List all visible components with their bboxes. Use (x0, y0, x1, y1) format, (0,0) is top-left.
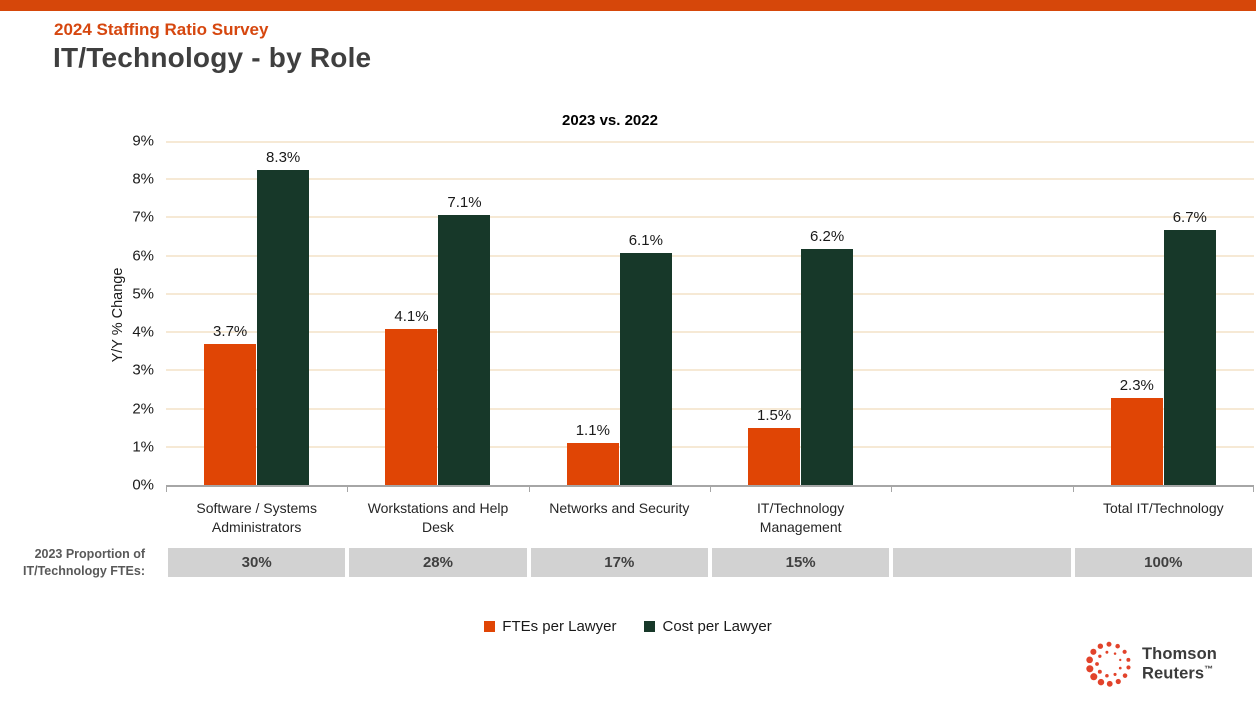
proportion-value-empty (893, 548, 1071, 577)
bar-ftes-per-lawyer: 1.5% (748, 407, 801, 485)
bar-cost-per-lawyer: 6.1% (619, 232, 672, 485)
proportion-value: 17% (530, 548, 708, 577)
category-slot-total-it-technology: 2.3% 6.7% (1073, 143, 1254, 485)
y-tick-label: 3% (132, 361, 154, 379)
chart-legend: FTEs per Lawyer Cost per Lawyer (0, 618, 1256, 635)
bar-ftes-per-lawyer: 4.1% (385, 308, 438, 485)
page-title: IT/Technology - by Role (53, 42, 372, 73)
bar-value-label: 6.2% (810, 228, 845, 246)
bar-cost-per-lawyer: 6.7% (1163, 209, 1216, 485)
bar-value-label: 3.7% (213, 323, 248, 341)
y-tick-label: 7% (132, 208, 154, 226)
category-slot-networks-security: 1.1% 6.1% (529, 143, 710, 485)
category-label: Total IT/Technology (1102, 500, 1224, 516)
legend-item-ftes-per-lawyer: FTEs per Lawyer (484, 618, 616, 635)
accent-top-bar (0, 0, 1256, 11)
category-slot-it-technology-management: 1.5% 6.2% (710, 143, 891, 485)
bar-cost-per-lawyer: 8.3% (257, 149, 310, 485)
y-axis-title: Y/Y % Change (110, 267, 126, 363)
y-tick-label: 1% (132, 438, 154, 456)
x-axis-tick (166, 487, 167, 492)
gridline (166, 293, 1254, 295)
bar-value-label: 1.5% (757, 407, 792, 424)
legend-item-cost-per-lawyer: Cost per Lawyer (644, 618, 772, 635)
y-tick-label: 0% (132, 476, 154, 494)
y-tick-label: 6% (132, 247, 154, 265)
bar-value-label: 4.1% (394, 308, 429, 326)
y-tick-label: 5% (132, 285, 154, 303)
category-label: Networks and Security (549, 500, 690, 516)
proportion-row-label-line1: 2023 Proportion of (34, 547, 145, 561)
y-tick-label: 8% (132, 170, 154, 188)
proportion-value: 15% (711, 548, 890, 577)
bar-value-label: 6.1% (628, 232, 663, 250)
gridline (166, 141, 1254, 143)
bar-cost-per-lawyer: 7.1% (438, 194, 491, 485)
proportion-value: 30% (168, 548, 346, 577)
report-eyebrow: 2024 Staffing Ratio Survey (54, 20, 269, 39)
gridline (166, 255, 1254, 257)
chart-title: 2023 vs. 2022 (562, 112, 658, 129)
brand-line2: Reuters™ (1142, 663, 1214, 683)
gridline (166, 369, 1254, 371)
category-slot-software-systems-administrators: 3.7% 8.3% (166, 143, 347, 485)
category-label: Software / Systems Administrators (196, 500, 317, 535)
x-axis-tick (710, 487, 711, 492)
x-axis-tick (347, 487, 348, 492)
category-label: IT/Technology Management (757, 500, 845, 535)
proportion-row-label-line2: IT/Technology FTEs: (23, 563, 145, 578)
category-slot-empty (891, 143, 1072, 485)
thomson-reuters-branding: Thomson Reuters™ (1084, 639, 1217, 689)
bar-ftes-per-lawyer: 3.7% (204, 323, 257, 485)
bar-value-label: 2.3% (1119, 376, 1154, 394)
brand-line1: Thomson (1142, 645, 1217, 664)
bar-cost-per-lawyer: 6.2% (801, 228, 854, 485)
x-axis-tick (1073, 487, 1074, 492)
category-label: Workstations and Help Desk (367, 500, 509, 535)
proportion-row: 30% 28% 17% 15% 100% (166, 548, 1254, 577)
proportion-value: 100% (1074, 548, 1252, 577)
proportion-row-label: 2023 Proportion of IT/Technology FTEs: (0, 546, 145, 580)
plot-area: 0% 1% 2% 3% 4% 5% 6% 7% 8% 9% 3.7% 8.3% … (132, 133, 1254, 494)
bar-ftes-per-lawyer: 1.1% (566, 422, 619, 485)
bar-value-label: 8.3% (266, 148, 301, 166)
bar-value-label: 1.1% (575, 422, 610, 440)
x-axis-tick (891, 487, 892, 492)
x-axis-tick (529, 487, 530, 492)
gridline (166, 331, 1254, 333)
legend-label: FTEs per Lawyer (502, 618, 617, 635)
bar-value-label: 7.1% (447, 194, 482, 212)
bar-value-label: 6.7% (1172, 209, 1207, 227)
category-slot-workstations-help-desk: 4.1% 7.1% (347, 143, 528, 485)
y-tick-label: 9% (132, 132, 154, 150)
y-tick-label: 4% (132, 323, 154, 341)
gridline (166, 446, 1254, 448)
legend-swatch-orange (484, 621, 496, 632)
thomson-reuters-kinetome-icon (1086, 641, 1131, 687)
gridline (166, 178, 1254, 180)
trademark-symbol: ™ (1204, 663, 1214, 674)
legend-swatch-green (644, 621, 656, 632)
gridline (166, 216, 1254, 218)
legend-label: Cost per Lawyer (662, 618, 772, 635)
y-tick-label: 2% (132, 400, 154, 418)
proportion-value: 28% (349, 548, 527, 577)
bar-ftes-per-lawyer: 2.3% (1110, 377, 1163, 485)
thomson-reuters-wordmark: Thomson Reuters™ (1142, 645, 1217, 682)
x-axis-tick (1253, 487, 1254, 492)
category-axis-labels: Software / Systems Administrators Workst… (166, 499, 1254, 537)
gridline (166, 408, 1254, 410)
